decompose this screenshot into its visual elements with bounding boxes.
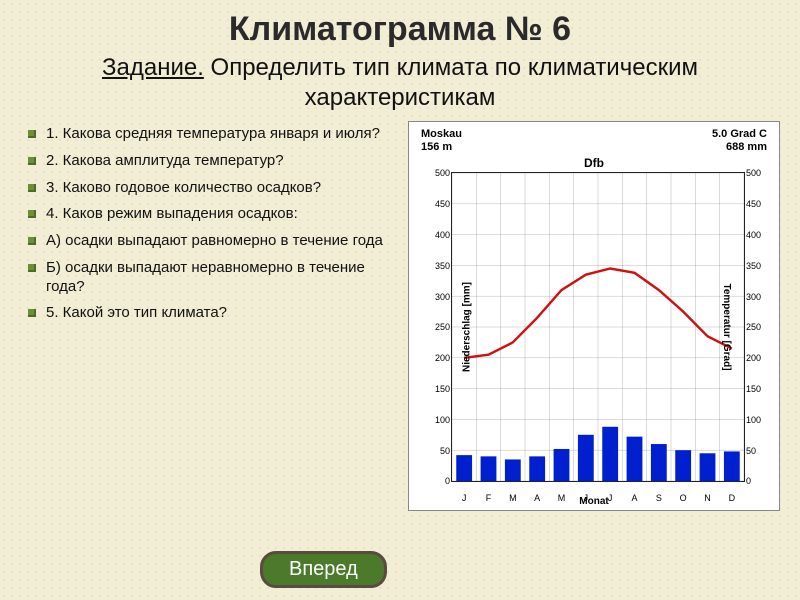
station-elevation: 156 m — [421, 141, 462, 154]
questions-list: 1. Какова средняя температура января и и… — [28, 121, 398, 511]
plot-svg — [452, 173, 744, 481]
climate-classification: Dfb — [415, 156, 773, 172]
mean-temp: 5.0 Grad C — [712, 128, 767, 141]
y-left-tick: 50 — [428, 446, 450, 456]
task-subtitle: Задание. Определить тип климата по клима… — [0, 53, 800, 121]
question-item: Б) осадки выпадают неравномерно в течени… — [28, 255, 398, 301]
y-right-tick: 100 — [746, 415, 768, 425]
y-right-tick: 300 — [746, 292, 768, 302]
y-left-tick: 100 — [428, 415, 450, 425]
chart-header: Moskau 156 m 5.0 Grad C 688 mm — [415, 128, 773, 156]
chart-header-left: Moskau 156 m — [421, 128, 462, 154]
y-left-tick: 450 — [428, 199, 450, 209]
y-left-tick: 200 — [428, 353, 450, 363]
y-left-ticks: 050100150200250300350400450500 — [428, 173, 450, 481]
y-right-tick: 250 — [746, 322, 768, 332]
x-tick: J — [608, 493, 613, 503]
y-left-tick: 350 — [428, 261, 450, 271]
question-item: 2. Какова амплитуда температур? — [28, 148, 398, 175]
subtitle-rest: Определить тип климата по климатическим … — [204, 54, 698, 111]
y-left-label: Niederschlag [mm] — [462, 282, 473, 372]
question-item: 3. Каково годовое количество осадков? — [28, 175, 398, 202]
y-left-tick: 0 — [428, 476, 450, 486]
x-tick: J — [462, 493, 467, 503]
annual-precip: 688 mm — [712, 141, 767, 154]
y-left-tick: 300 — [428, 292, 450, 302]
x-label: Monat — [415, 482, 773, 507]
x-tick: M — [558, 493, 566, 503]
x-tick: D — [729, 493, 736, 503]
forward-button[interactable]: Вперед — [260, 551, 387, 588]
x-tick: N — [704, 493, 711, 503]
y-left-tick: 150 — [428, 384, 450, 394]
chart-header-right: 5.0 Grad C 688 mm — [712, 128, 767, 154]
content-row: 1. Какова средняя температура января и и… — [0, 121, 800, 511]
page-title: Климатограмма № 6 — [0, 0, 800, 53]
y-right-tick: 450 — [746, 199, 768, 209]
y-right-label: Temperatur [Grad] — [721, 284, 732, 371]
x-tick: M — [509, 493, 517, 503]
x-tick: F — [486, 493, 492, 503]
x-tick: A — [631, 493, 637, 503]
y-left-tick: 250 — [428, 322, 450, 332]
x-tick: S — [656, 493, 662, 503]
y-right-tick: 50 — [746, 446, 768, 456]
question-item: 4. Каков режим выпадения осадков: — [28, 201, 398, 228]
x-tick: J — [584, 493, 589, 503]
question-item: 1. Какова средняя температура января и и… — [28, 121, 398, 148]
plot-area: 050100150200250300350400450500 050100150… — [451, 172, 745, 482]
y-right-tick: 500 — [746, 168, 768, 178]
y-right-ticks: 050100150200250300350400450500 — [746, 173, 768, 481]
y-right-tick: 200 — [746, 353, 768, 363]
y-right-tick: 350 — [746, 261, 768, 271]
question-item: 5. Какой это тип климата? — [28, 300, 398, 327]
y-right-tick: 400 — [746, 230, 768, 240]
x-tick: A — [534, 493, 540, 503]
climatogram-chart: Moskau 156 m 5.0 Grad C 688 mm Dfb 05010… — [408, 121, 780, 511]
subtitle-underlined: Задание. — [102, 54, 204, 81]
x-tick: O — [680, 493, 687, 503]
station-name: Moskau — [421, 128, 462, 141]
y-left-tick: 400 — [428, 230, 450, 240]
y-left-tick: 500 — [428, 168, 450, 178]
y-right-tick: 0 — [746, 476, 768, 486]
y-right-tick: 150 — [746, 384, 768, 394]
question-item: А) осадки выпадают равномерно в течение … — [28, 228, 398, 255]
